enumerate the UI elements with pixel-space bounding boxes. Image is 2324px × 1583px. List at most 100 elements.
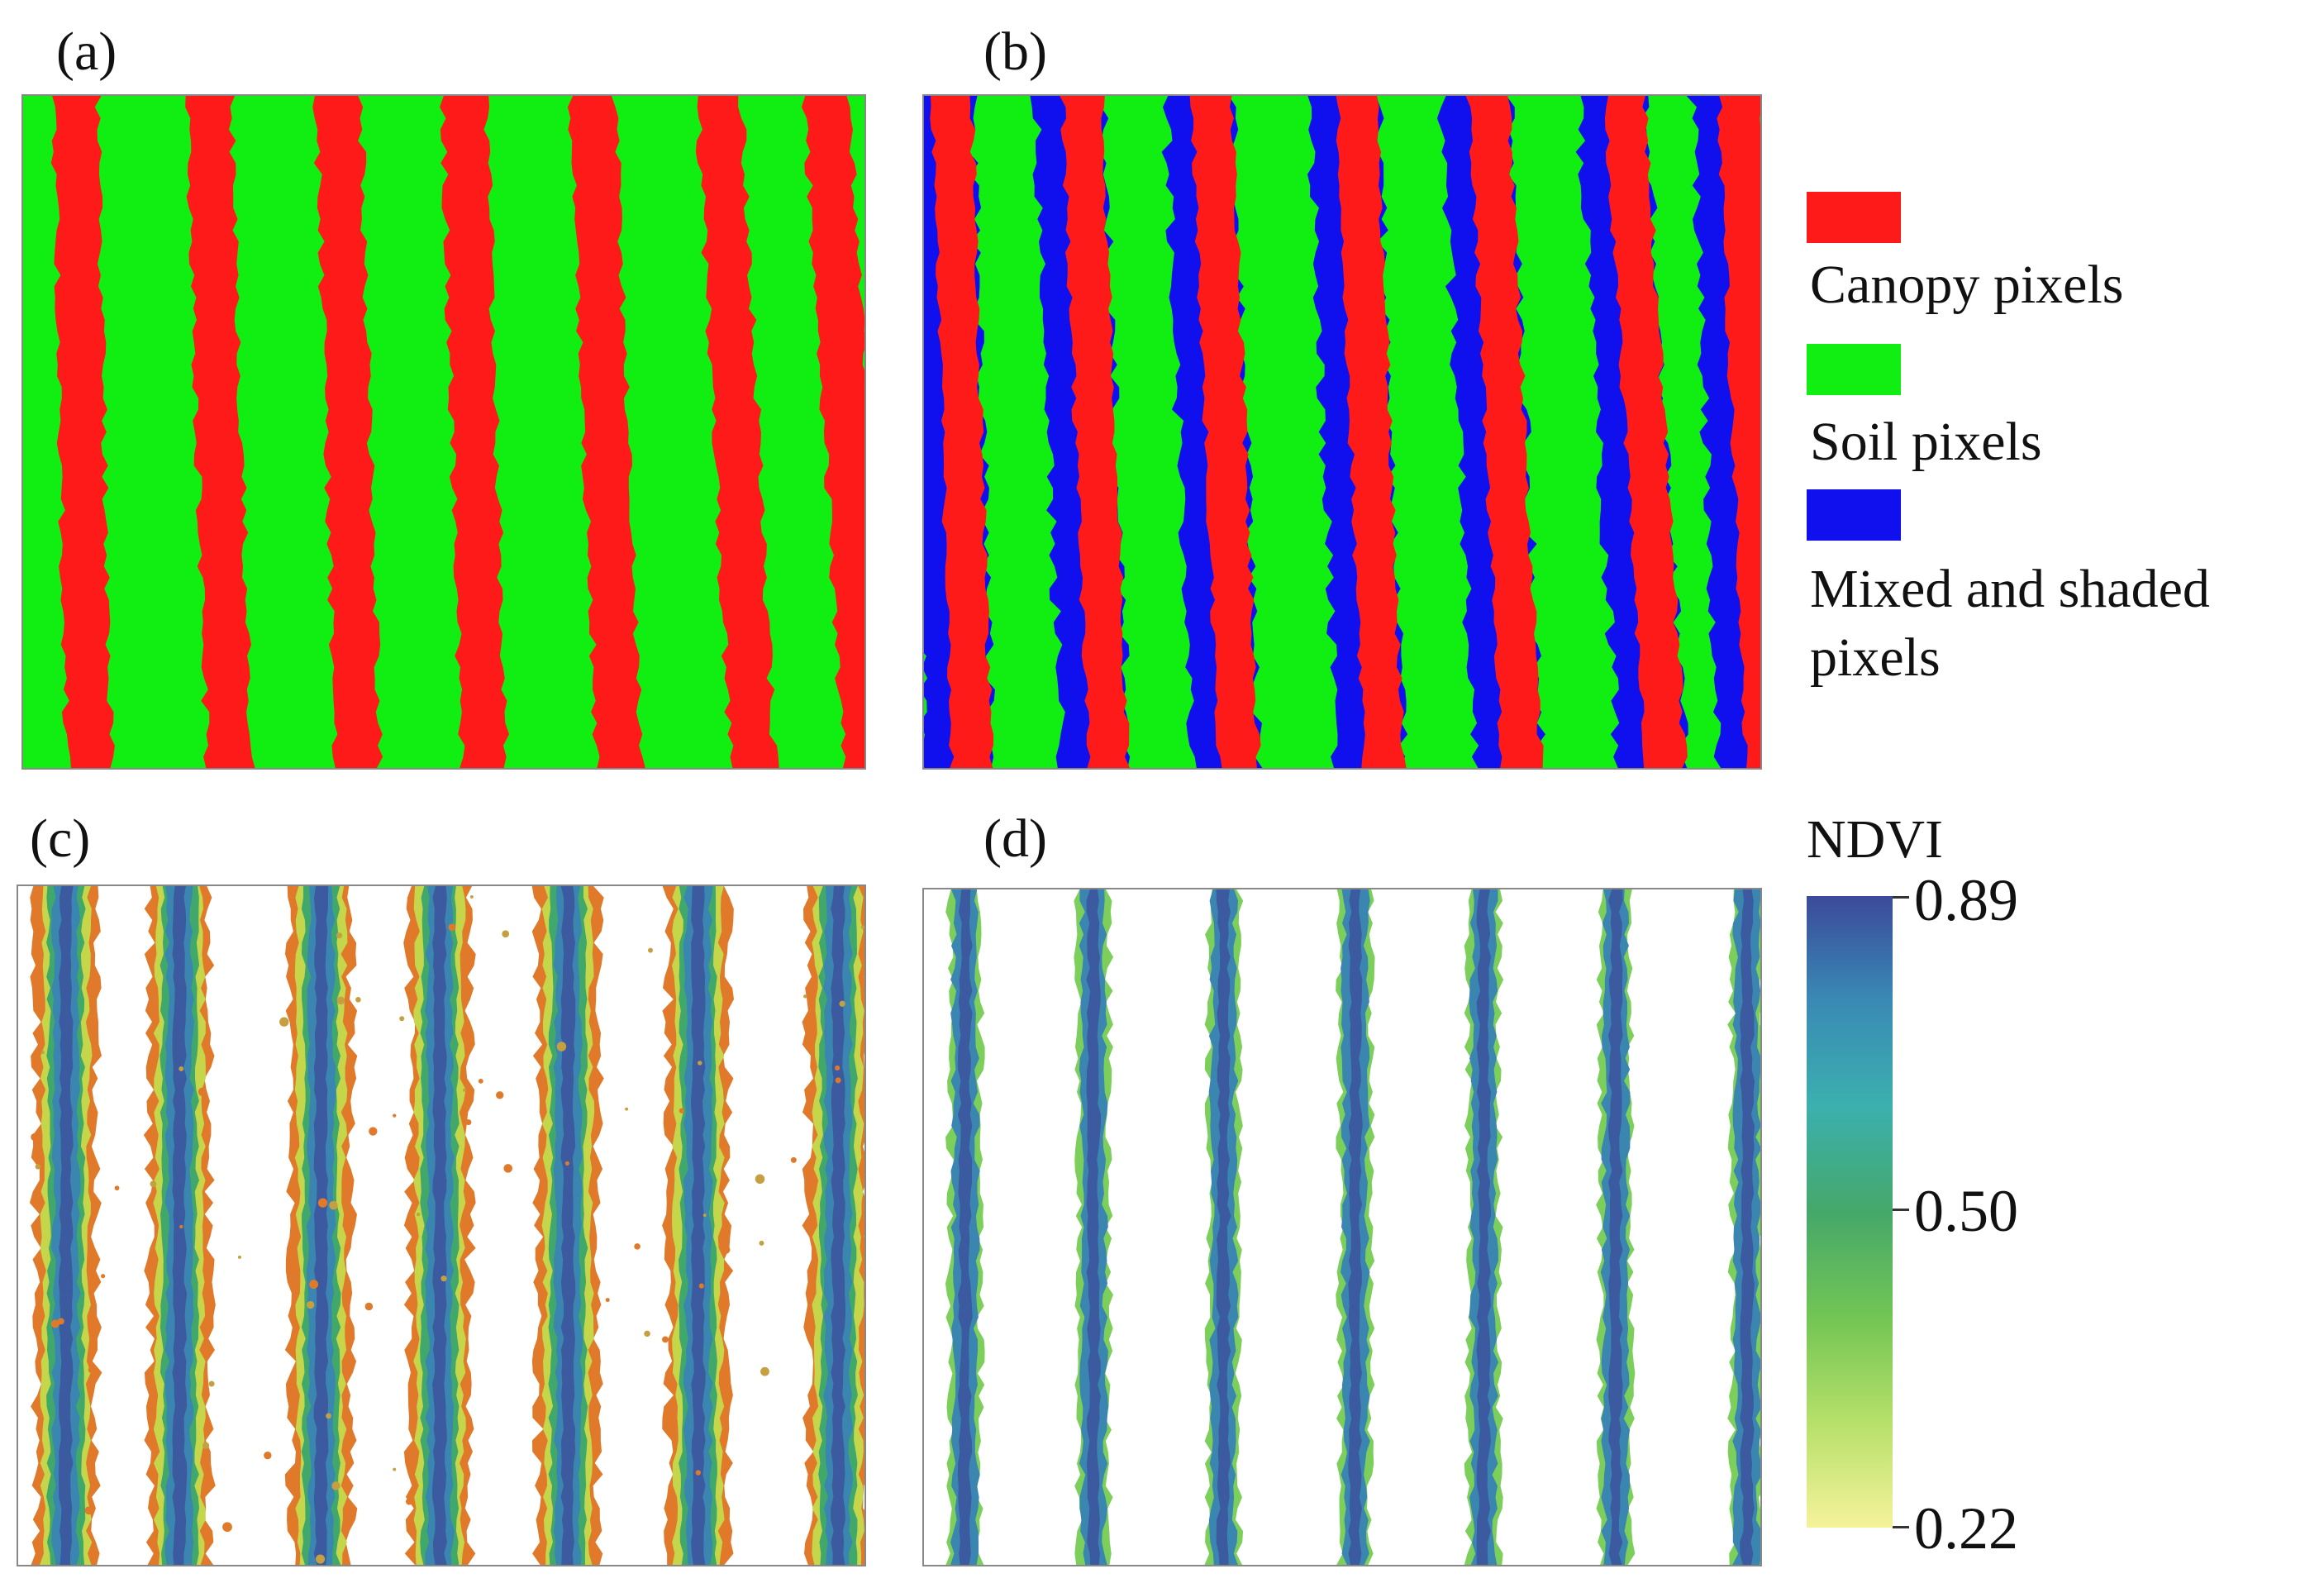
ndvi-speckle — [462, 1088, 466, 1092]
ndvi-speckle — [679, 1108, 685, 1113]
canopy-strip — [930, 96, 994, 768]
panel-c-ndvi-map — [17, 884, 866, 1566]
ndvi-strip-center — [58, 886, 74, 1565]
ndvi-speckle — [441, 1275, 447, 1282]
ndvi-strip-center — [1740, 889, 1755, 1565]
panel-a-image — [50, 96, 864, 768]
ndvi-speckle — [364, 1302, 374, 1311]
ndvi-speckle — [288, 978, 293, 984]
ndvi-strip-center — [831, 886, 845, 1565]
ndvi-speckle — [264, 1451, 272, 1460]
ndvi-strip-center — [1476, 889, 1492, 1565]
ndvi-speckle — [179, 1224, 183, 1229]
panel-label-b: (b) — [983, 21, 1047, 82]
ndvi-speckle — [648, 947, 653, 953]
ndvi-speckle — [237, 1255, 241, 1259]
ndvi-speckle — [101, 1274, 106, 1279]
canopy-strip — [185, 96, 255, 768]
canopy-strip — [1717, 96, 1760, 768]
panel-d-ndvi-map — [922, 888, 1762, 1566]
ndvi-speckle — [315, 1554, 326, 1564]
ndvi-speckle — [835, 1077, 841, 1084]
panel-d-image — [945, 889, 1760, 1565]
colorbar-tick-min — [1893, 1526, 1909, 1528]
ndvi-speckle — [835, 1065, 841, 1071]
colorbar-gradient — [1807, 896, 1893, 1528]
panel-b-classification-map — [922, 94, 1762, 770]
panel-c-image — [29, 886, 864, 1565]
ndvi-speckle — [790, 1156, 797, 1163]
ndvi-speckle — [760, 1366, 769, 1376]
ndvi-speckle — [50, 1319, 60, 1328]
ndvi-speckle — [564, 1161, 569, 1166]
ndvi-speckle — [336, 996, 345, 1005]
ndvi-strip-center — [1216, 889, 1231, 1565]
panel-b-image — [924, 96, 1760, 768]
canopy-strip — [1336, 96, 1407, 768]
ndvi-speckle — [198, 1087, 207, 1097]
legend-swatch-canopy — [1807, 192, 1901, 243]
colorbar-mid-label: 0.50 — [1914, 1178, 2018, 1244]
ndvi-speckle — [317, 1198, 328, 1208]
ndvi-speckle — [336, 932, 343, 939]
ndvi-speckle — [625, 1107, 629, 1111]
ndvi-strip-center — [313, 886, 329, 1565]
ndvi-speckle — [331, 1481, 341, 1490]
canopy-strip — [1189, 96, 1261, 768]
ndvi-speckle — [755, 1174, 765, 1185]
panel-label-a: (a) — [56, 21, 117, 82]
ndvi-speckle — [40, 1050, 45, 1055]
ndvi-strip-center — [172, 886, 188, 1565]
panel-label-c: (c) — [30, 808, 91, 869]
ndvi-speckle — [393, 1467, 397, 1471]
ndvi-speckle — [839, 1000, 845, 1007]
ndvi-speckle — [465, 1119, 472, 1126]
ndvi-speckle — [150, 1180, 157, 1188]
canopy-strip — [440, 96, 509, 768]
canopy-strip — [801, 96, 864, 768]
colorbar-max-label: 0.89 — [1914, 867, 2018, 933]
ndvi-strip-center — [1086, 889, 1102, 1565]
ndvi-speckle — [605, 1298, 610, 1303]
ndvi-speckle — [114, 1185, 120, 1191]
legend-label-soil: Soil pixels — [1810, 412, 2042, 472]
ndvi-speckle — [662, 1336, 669, 1343]
legend-label-canopy: Canopy pixels — [1810, 255, 2124, 315]
ndvi-strip-center — [560, 886, 576, 1565]
panel-a-classification-map — [21, 94, 866, 770]
ndvi-speckle — [309, 1280, 319, 1290]
ndvi-speckle — [448, 923, 456, 932]
ndvi-strip-center — [432, 886, 447, 1565]
legend-swatch-soil — [1807, 344, 1901, 395]
ndvi-speckle — [759, 1240, 764, 1246]
ndvi-strip-center — [957, 889, 973, 1565]
ndvi-speckle — [503, 1164, 512, 1173]
canopy-strip — [695, 96, 779, 768]
ndvi-speckle — [721, 1246, 731, 1254]
ndvi-speckle — [57, 1318, 64, 1325]
ndvi-strip-center — [1348, 889, 1363, 1565]
ndvi-speckle — [698, 1283, 704, 1289]
ndvi-speckle — [405, 1498, 413, 1505]
ndvi-speckle — [702, 1213, 707, 1218]
canopy-strip — [1465, 96, 1544, 768]
ndvi-speckle — [393, 1113, 397, 1118]
ndvi-speckle — [860, 925, 864, 930]
ndvi-speckle — [695, 1470, 701, 1476]
ndvi-speckle — [399, 1016, 405, 1022]
ndvi-speckle — [202, 1442, 210, 1449]
ndvi-speckle — [478, 1078, 483, 1084]
ndvi-speckle — [179, 1066, 184, 1071]
ndvi-speckle — [416, 1212, 421, 1217]
colorbar-tick-max — [1893, 896, 1909, 899]
ndvi-speckle — [35, 1164, 41, 1170]
ndvi-speckle — [369, 1127, 378, 1136]
ndvi-speckle — [306, 1300, 315, 1309]
ndvi-speckle — [496, 1091, 504, 1099]
ndvi-speckle — [31, 1132, 39, 1142]
ndvi-speckle — [644, 1330, 650, 1337]
canopy-strip — [1060, 96, 1130, 768]
ndvi-speckle — [556, 1042, 567, 1051]
ndvi-speckle — [502, 930, 510, 938]
ndvi-strip-center — [690, 886, 706, 1565]
